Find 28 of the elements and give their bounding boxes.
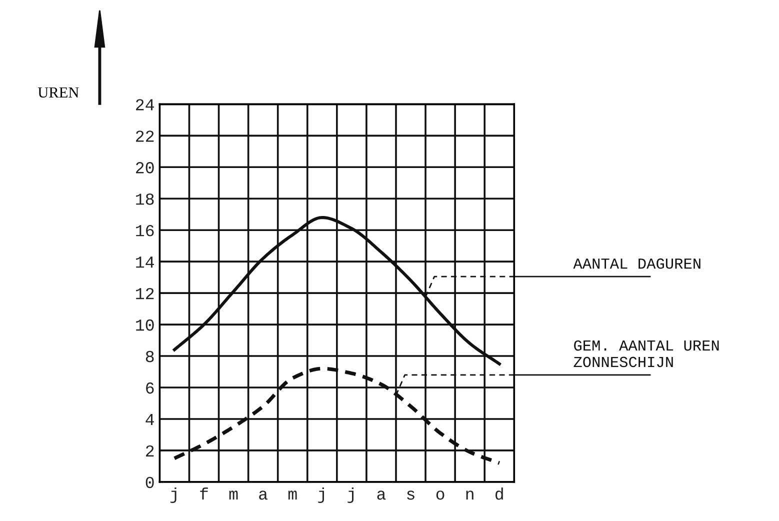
x-tick-label: j: [348, 487, 354, 504]
y-tick-label: 4: [146, 414, 154, 426]
x-tick-label: j: [170, 487, 176, 504]
y-tick-label: 10: [136, 319, 154, 331]
y-tick-label: 22: [136, 130, 154, 142]
x-tick-label: n: [466, 490, 474, 500]
x-tick-label: d: [495, 487, 503, 500]
y-tick-label: 16: [136, 225, 154, 236]
x-tick-label: a: [377, 490, 386, 500]
y-axis-title: UREN: [38, 87, 79, 98]
x-tick-label: m: [229, 490, 238, 500]
text: AANTAL DAGUREN: [573, 258, 700, 269]
x-tick-label: o: [436, 490, 444, 500]
x-tick-label: f: [200, 487, 208, 500]
y-tick-label: 8: [146, 350, 154, 362]
y-tick-label: 6: [146, 382, 154, 394]
x-tick-label: a: [259, 490, 268, 500]
y-tick-label: 0: [146, 476, 154, 488]
y-tick-label: 12: [136, 288, 154, 300]
text: GEM. AANTAL UREN ZONNESCHIJN: [574, 340, 719, 368]
y-tick-label: 20: [136, 162, 154, 174]
y-tick-label: 24: [136, 99, 154, 110]
y-tick-label: 18: [136, 194, 154, 205]
x-tick-label: m: [288, 490, 297, 500]
y-tick-label: 14: [136, 256, 154, 268]
x-tick-label: s: [407, 490, 414, 500]
x-tick-label: j: [318, 487, 324, 504]
y-tick-label: 2: [146, 445, 154, 456]
